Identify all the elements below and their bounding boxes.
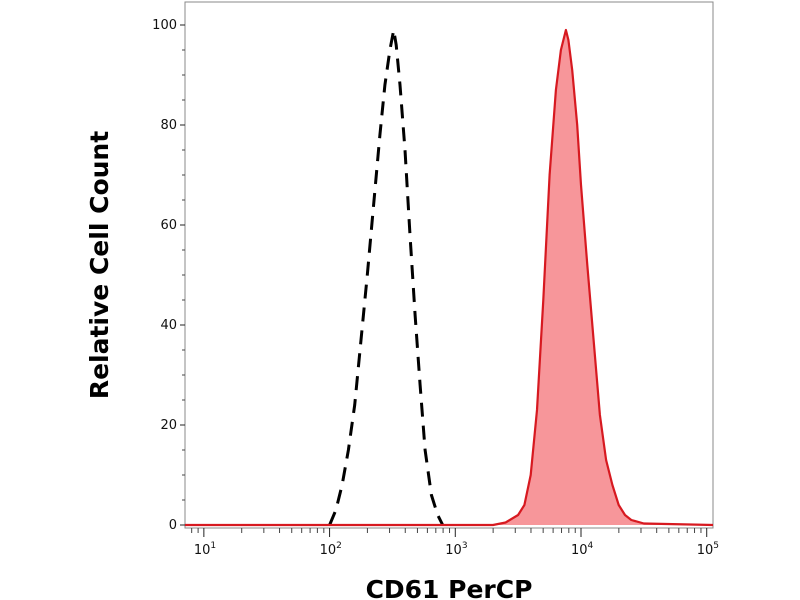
x-tick-label: 105 (697, 541, 719, 558)
series-line-isotype-control (328, 28, 445, 526)
series-fill-cd61-percp (185, 30, 713, 525)
y-tick-label: 40 (160, 318, 177, 333)
plot-frame (184, 1, 714, 529)
x-tick-label: 101 (194, 541, 216, 558)
x-axis: 101 102 103 104 105 (191, 528, 719, 558)
y-tick-label: 0 (169, 518, 177, 533)
y-tick-label: 100 (152, 18, 177, 33)
series-layer (185, 28, 714, 527)
x-tick-label: 103 (445, 541, 467, 558)
y-axis: 0 20 40 60 80 100 (152, 18, 185, 533)
y-tick-label: 60 (160, 218, 177, 233)
y-axis-title: Relative Cell Count (85, 131, 114, 399)
x-tick-label: 102 (320, 541, 342, 558)
x-axis-title: CD61 PerCP (366, 575, 533, 600)
y-tick-label: 80 (160, 118, 177, 133)
y-tick-label: 20 (160, 418, 177, 433)
series-line-cd61-percp (185, 28, 714, 527)
x-tick-label: 104 (571, 541, 594, 558)
